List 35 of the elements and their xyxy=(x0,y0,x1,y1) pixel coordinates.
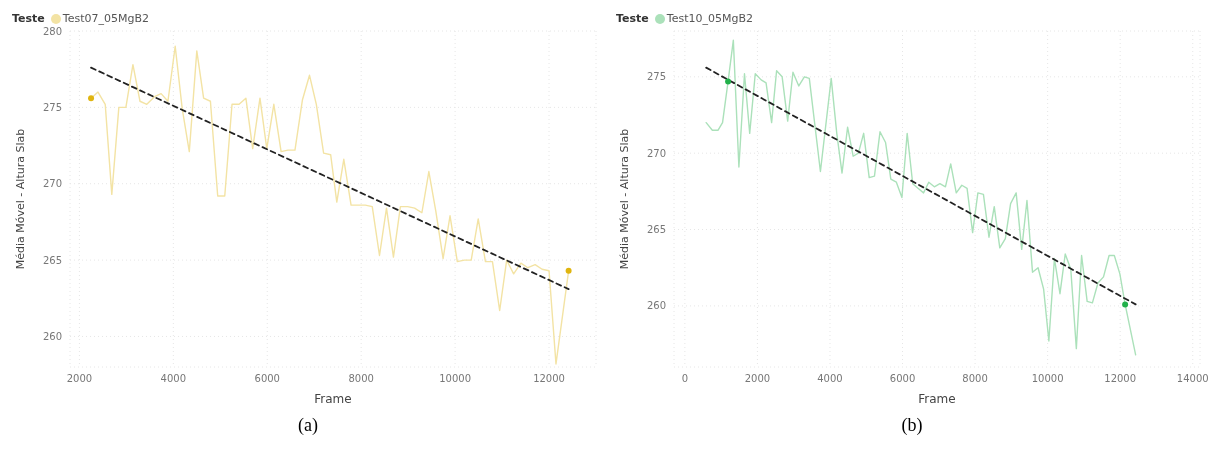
legend-title: Teste xyxy=(12,12,45,25)
legend-label: Test07_05MgB2 xyxy=(62,12,149,25)
y-tick-label: 260 xyxy=(646,300,666,312)
text: (b) xyxy=(900,415,924,436)
y-axis-title: Média Móvel - Altura Slab xyxy=(617,128,631,270)
y-tick-label: 270 xyxy=(646,147,666,159)
line-series xyxy=(705,39,1137,356)
x-tick-label: 0 xyxy=(681,373,689,385)
x-tick-label: 10000 xyxy=(1031,373,1064,385)
y-tick-label: 270 xyxy=(42,178,62,190)
x-tick-label: 12000 xyxy=(533,373,565,385)
x-axis-title: Frame xyxy=(314,392,352,406)
x-tick-label: 8000 xyxy=(348,373,374,385)
legend-label: Test10_05MgB2 xyxy=(666,12,753,25)
y-tick-label: 265 xyxy=(646,224,666,236)
x-tick-label: 4000 xyxy=(160,373,187,385)
x-tick-label: 2000 xyxy=(66,373,93,385)
y-tick-label: 265 xyxy=(42,254,62,266)
y-tick-label: 280 xyxy=(42,25,62,37)
line-series xyxy=(90,45,570,365)
x-tick-label: 6000 xyxy=(889,373,916,385)
y-tick-label: 275 xyxy=(646,71,666,83)
x-tick-label: 4000 xyxy=(817,373,843,385)
text: (a) xyxy=(297,415,319,436)
x-tick-label: 6000 xyxy=(254,373,280,385)
y-tick-label: 275 xyxy=(42,101,62,113)
x-tick-label: 10000 xyxy=(439,373,472,385)
x-tick-label: 8000 xyxy=(962,373,988,385)
x-tick-label: 12000 xyxy=(1104,373,1137,385)
x-axis-title: Frame xyxy=(918,392,956,406)
x-tick-label: 2000 xyxy=(744,373,771,385)
x-tick-label: 14000 xyxy=(1176,373,1209,385)
legend-title: Teste xyxy=(616,12,649,25)
y-axis-title: Média Móvel - Altura Slab xyxy=(13,128,27,270)
y-tick-label: 260 xyxy=(42,331,62,342)
